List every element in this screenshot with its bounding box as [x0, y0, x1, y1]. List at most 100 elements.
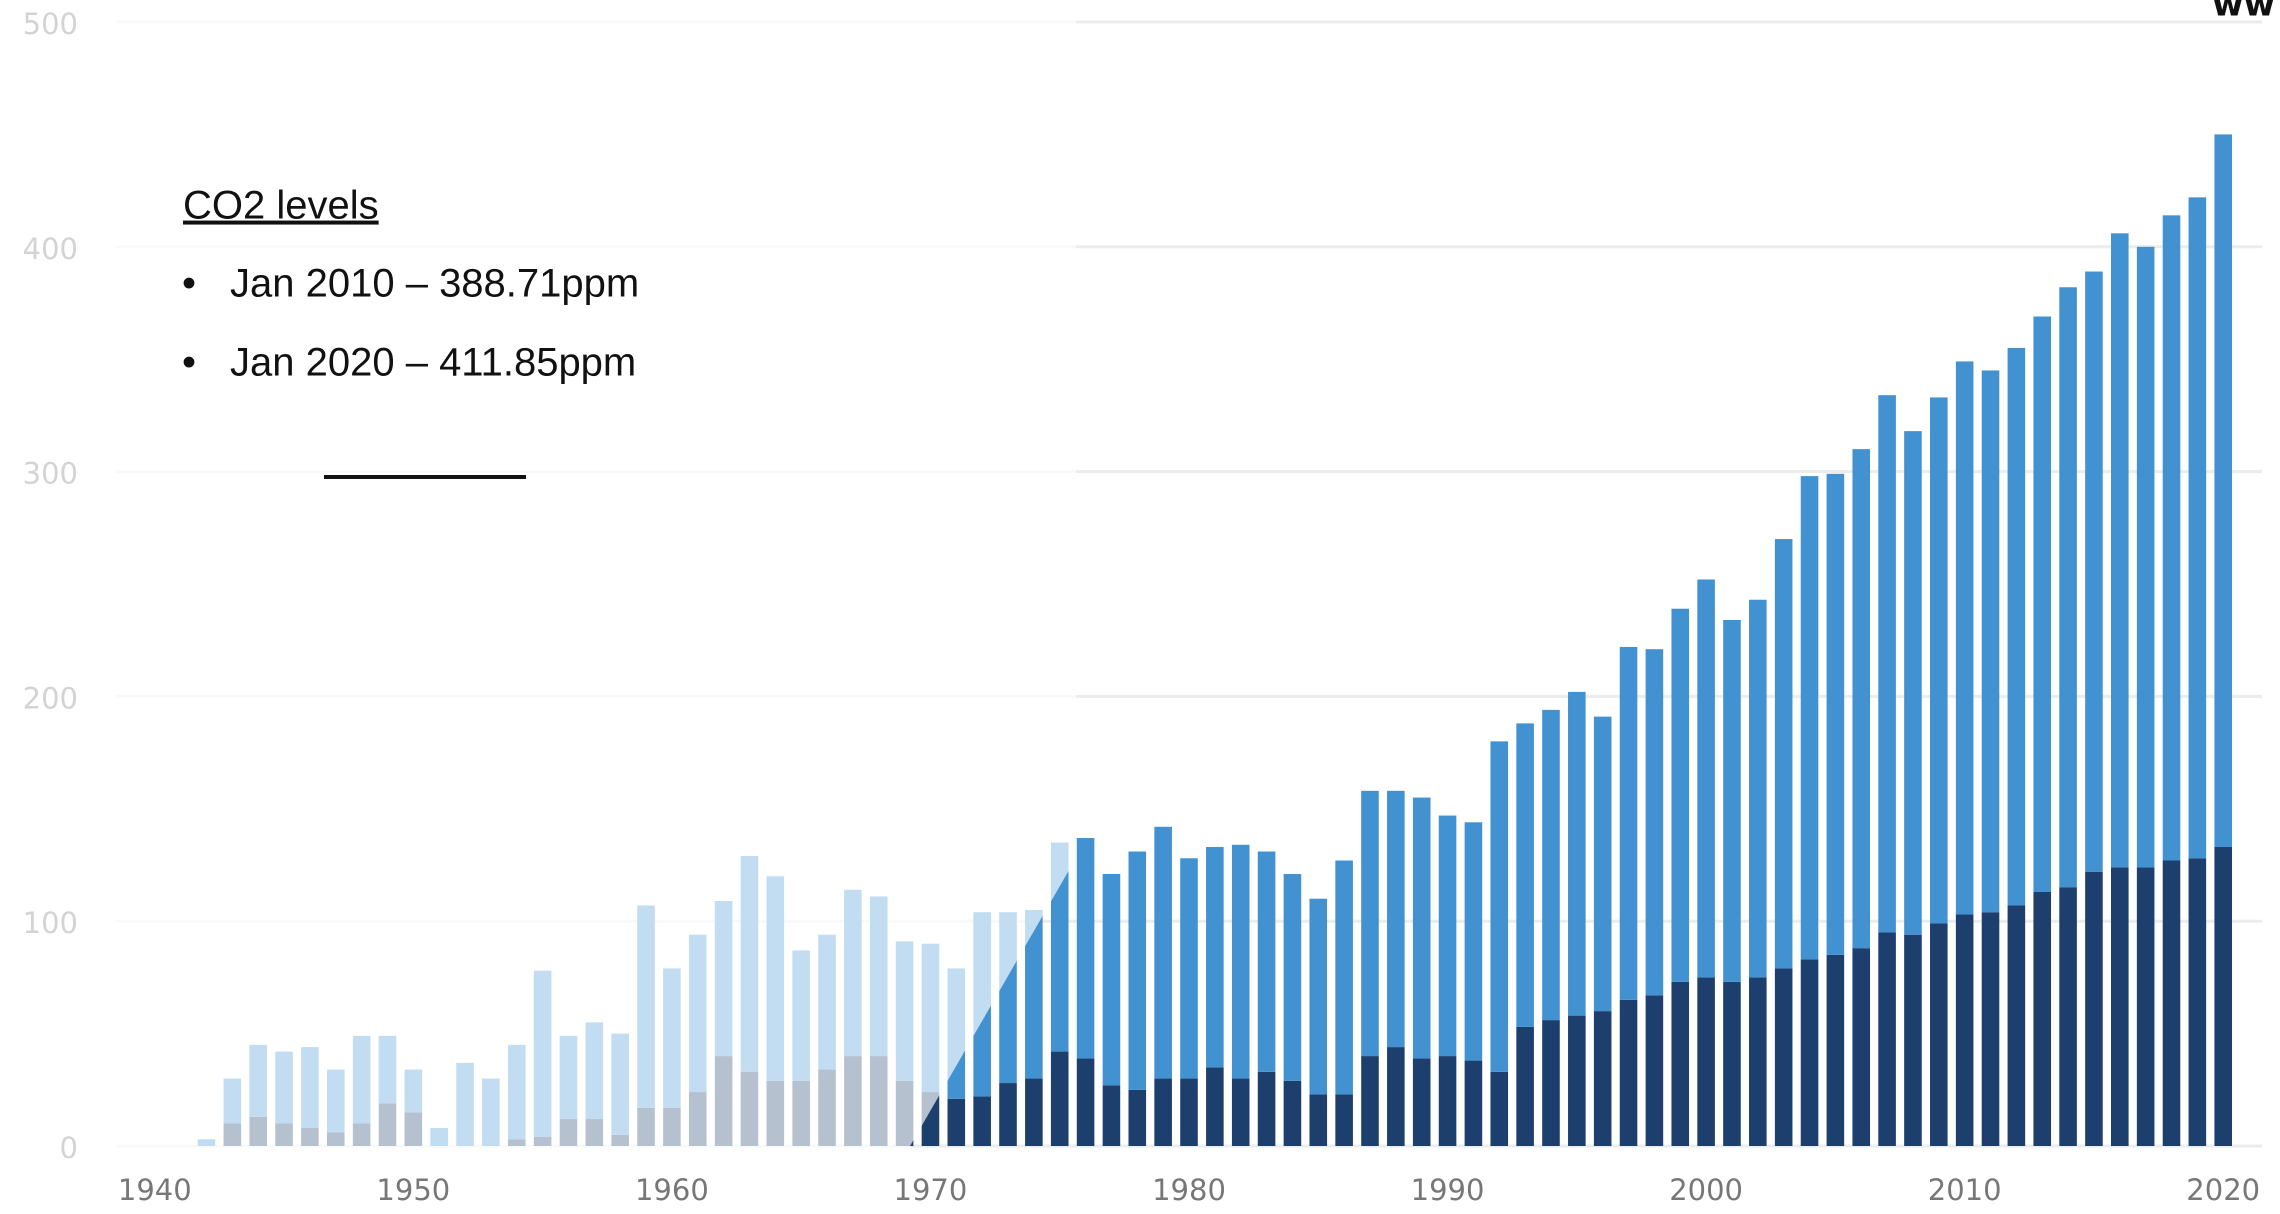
- bar-segment: [1490, 1071, 1509, 1146]
- x-tick-label: 1940: [118, 1173, 192, 1207]
- bar-segment: [2033, 891, 2052, 1146]
- bar-segment: [1826, 954, 1845, 1146]
- x-tick-label: 2020: [2186, 1173, 2260, 1207]
- bar-segment: [2136, 867, 2155, 1146]
- bar-segment: [1154, 1078, 1172, 1146]
- x-tick-label: 2000: [1669, 1173, 1743, 1207]
- bar-segment: [1542, 1020, 1560, 1146]
- bar-segment: [2059, 887, 2077, 1146]
- bar-segment: [2111, 233, 2129, 868]
- bar-segment: [1800, 959, 1819, 1146]
- bar-segment: [2007, 347, 2026, 906]
- bar-segment: [1930, 923, 1948, 1146]
- bar-segment: [1619, 646, 1638, 1000]
- bar-segment: [2214, 134, 2233, 848]
- fade-overlay: [0, 0, 1076, 1160]
- bar-segment: [1955, 361, 1974, 915]
- bar-segment: [1102, 873, 1121, 1086]
- annotation-title: CO2 levels: [183, 184, 379, 228]
- bar-segment: [1904, 934, 1922, 1146]
- bar-segment: [1542, 709, 1560, 1021]
- bar-segment: [973, 1096, 991, 1146]
- bar-segment: [1800, 476, 1819, 960]
- bar-segment: [1180, 858, 1198, 1079]
- bar-segment: [1257, 1071, 1276, 1146]
- bar-segment: [2033, 316, 2052, 892]
- bar-segment: [1283, 1080, 1302, 1146]
- x-tick-label: 1950: [376, 1173, 450, 1207]
- bar-segment: [2085, 871, 2103, 1146]
- bar-segment: [1826, 473, 1845, 955]
- bar-segment: [1387, 790, 1405, 1048]
- bar-segment: [1774, 539, 1793, 969]
- bar-segment: [1568, 1015, 1586, 1146]
- bar-segment: [1516, 1026, 1534, 1146]
- bar-segment: [1309, 1094, 1328, 1146]
- bar-segment: [1128, 1089, 1147, 1146]
- bar-segment: [2085, 271, 2103, 872]
- bar-segment: [1025, 1078, 1043, 1146]
- bar-segment: [1593, 716, 1612, 1012]
- bar-segment: [1050, 1051, 1069, 1146]
- watermark: ww: [2212, 0, 2275, 25]
- annotation-item: Jan 2010 – 388.71ppm: [230, 262, 639, 306]
- bar-segment: [1257, 851, 1276, 1072]
- bar-segment: [1335, 860, 1353, 1095]
- bar-segment: [1645, 649, 1664, 996]
- bar-segment: [1568, 691, 1586, 1016]
- bar-segment: [1361, 790, 1379, 1057]
- bar-segment: [1050, 842, 1069, 1052]
- bar-segment: [1231, 1078, 1250, 1146]
- bar-segment: [1128, 851, 1147, 1090]
- bar-segment: [2214, 847, 2233, 1146]
- bar-segment: [1723, 619, 1741, 982]
- bar-segment: [1154, 826, 1172, 1079]
- bar-segment: [2007, 905, 2026, 1146]
- bar-segment: [1878, 395, 1896, 933]
- bar-segment: [1697, 977, 1715, 1146]
- annotation-item: Jan 2020 – 411.85ppm: [230, 341, 636, 385]
- bar-segment: [1671, 608, 1690, 982]
- bar-segment: [1930, 397, 1948, 924]
- x-tick-label: 1960: [635, 1173, 709, 1207]
- bar-segment: [1749, 599, 1767, 978]
- bar-segment: [1516, 723, 1534, 1027]
- bar-segment: [1076, 838, 1095, 1059]
- bar-segment: [1697, 579, 1715, 978]
- bar-segment: [1412, 797, 1431, 1059]
- bar-segment: [1387, 1047, 1405, 1146]
- bar-segment: [947, 1098, 966, 1146]
- bar-segment: [1206, 1067, 1224, 1146]
- bar-segment: [1438, 1056, 1457, 1146]
- bar-segment: [1335, 1094, 1353, 1146]
- bar-segment: [1749, 977, 1767, 1146]
- bar-segment: [2111, 867, 2129, 1146]
- bar-segment: [2136, 246, 2155, 868]
- bar-segment: [1619, 999, 1638, 1146]
- bar-segment: [1180, 1078, 1198, 1146]
- bar-segment: [1852, 948, 1871, 1146]
- bar-segment: [1490, 741, 1509, 1072]
- bar-segment: [2188, 858, 2207, 1146]
- bar-segment: [1206, 847, 1224, 1068]
- bullet: •: [182, 262, 196, 306]
- bar-segment: [1645, 995, 1664, 1146]
- bar-segment: [2188, 197, 2207, 859]
- bar-segment: [1852, 449, 1871, 949]
- bar-segment: [1904, 431, 1922, 935]
- bar-segment: [1438, 815, 1457, 1057]
- x-tick-label: 2010: [1928, 1173, 2002, 1207]
- bar-segment: [2059, 287, 2077, 888]
- bar-segment: [1025, 909, 1043, 1079]
- bar-segment: [2162, 860, 2181, 1146]
- bar-segment: [1981, 912, 2000, 1146]
- bar-segment: [1412, 1058, 1431, 1146]
- bar-segment: [1955, 914, 1974, 1146]
- bar-segment: [1464, 822, 1483, 1061]
- x-tick-label: 1970: [894, 1173, 968, 1207]
- bar-segment: [1102, 1085, 1121, 1146]
- x-tick-label: 1980: [1152, 1173, 1226, 1207]
- bar-segment: [1231, 844, 1250, 1079]
- bar-segment: [1283, 873, 1302, 1081]
- bar-segment: [999, 1083, 1017, 1146]
